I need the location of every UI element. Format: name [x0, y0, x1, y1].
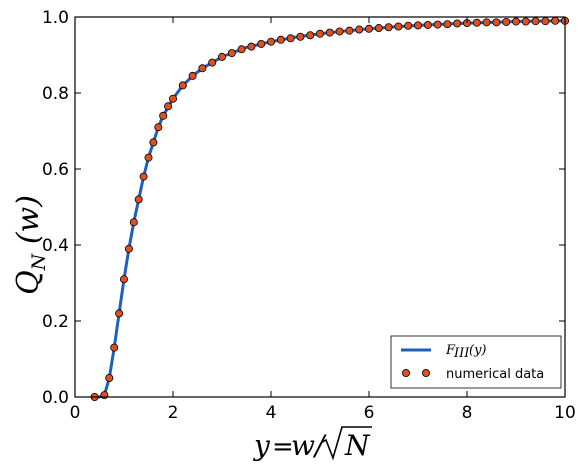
data-point [164, 102, 173, 111]
data-point [384, 23, 393, 32]
x-tick-label: 2 [168, 403, 179, 423]
data-point [306, 31, 315, 40]
svg-text:w/: w/ [291, 429, 327, 462]
data-point [364, 24, 373, 33]
data-point [404, 21, 413, 30]
data-point [105, 373, 114, 382]
data-point [110, 343, 119, 352]
data-point [551, 16, 560, 25]
data-point [335, 27, 344, 36]
y-tick-label: 1.0 [42, 8, 69, 28]
data-point [115, 309, 124, 318]
legend-marker-swatch [401, 368, 410, 377]
data-point [423, 20, 432, 29]
data-point [154, 123, 163, 132]
data-point [198, 64, 207, 73]
data-point [227, 49, 236, 58]
svg-text:III: III [453, 346, 470, 361]
svg-text:(y): (y) [469, 343, 487, 358]
data-point [512, 17, 521, 26]
svg-text:N: N [344, 429, 371, 462]
x-tick-label: 10 [554, 403, 576, 423]
data-point [124, 244, 133, 253]
data-point [521, 17, 530, 26]
x-tick-label: 6 [364, 403, 375, 423]
data-point [345, 26, 354, 35]
data-point [443, 20, 452, 29]
y-axis-label: QN (w) [11, 195, 50, 295]
data-point [286, 34, 295, 43]
data-point [139, 172, 148, 181]
data-point [120, 275, 129, 284]
data-point [276, 35, 285, 44]
data-point [237, 45, 246, 54]
data-point [541, 17, 550, 26]
data-point [257, 39, 266, 48]
data-point [325, 28, 334, 37]
data-point [531, 17, 540, 26]
data-point [168, 94, 177, 103]
data-point [374, 24, 383, 33]
data-point [208, 58, 217, 67]
data-point [413, 21, 422, 30]
x-axis-label: y = w/ N [252, 426, 372, 462]
data-point [247, 42, 256, 51]
x-tick-label: 4 [266, 403, 277, 423]
y-tick-label: 0.6 [42, 160, 69, 180]
x-tick-label: 8 [462, 403, 473, 423]
data-point [492, 18, 501, 27]
y-tick-label: 0.4 [42, 236, 69, 256]
plot-frame [74, 16, 566, 398]
data-point [296, 32, 305, 41]
y-tick-label: 0.8 [42, 84, 69, 104]
data-point [217, 52, 226, 61]
data-point [482, 18, 491, 27]
data-point [100, 391, 109, 400]
data-point [266, 37, 275, 46]
svg-text:F: F [445, 343, 456, 358]
axis-ticks: 0 2 4 6 8 10 0.0 0.2 0.4 0.6 0.8 1.0 [42, 8, 576, 423]
legend-label-numerical: numerical data [446, 367, 544, 382]
y-tick-label: 0.0 [42, 388, 69, 408]
svg-text:y: y [252, 429, 271, 462]
data-point [178, 81, 187, 90]
data-point [134, 195, 143, 204]
y-tick-label: 0.2 [42, 312, 69, 332]
data-point [315, 29, 324, 38]
data-point [129, 218, 138, 227]
legend: F III (y) numerical data [390, 335, 562, 389]
series-points [90, 16, 570, 401]
data-point [394, 22, 403, 31]
data-point [144, 153, 153, 162]
data-point [472, 18, 481, 27]
data-point [433, 20, 442, 29]
svg-text:=: = [272, 432, 294, 462]
data-point [159, 111, 168, 120]
data-point [502, 17, 511, 26]
data-point [453, 19, 462, 28]
legend-box [390, 335, 562, 389]
x-tick-label: 0 [70, 403, 81, 423]
data-point [355, 25, 364, 34]
data-point [149, 138, 158, 147]
legend-marker-swatch [421, 368, 430, 377]
data-point [188, 71, 197, 80]
legend-label-fiii: F III (y) [445, 343, 487, 361]
